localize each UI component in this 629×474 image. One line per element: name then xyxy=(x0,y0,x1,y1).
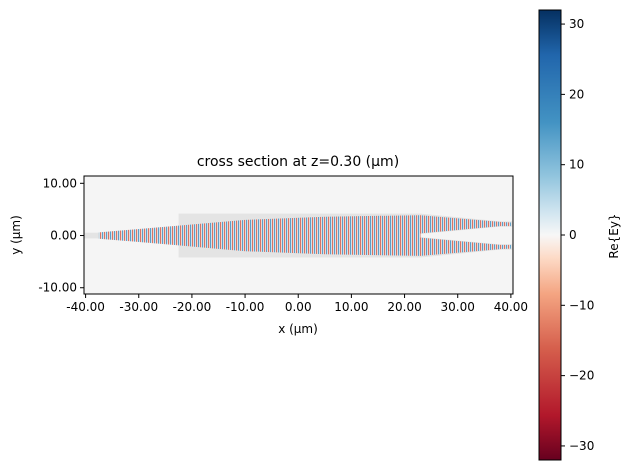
y-tick-label: 0.00 xyxy=(50,229,77,243)
y-tick-label: -10.00 xyxy=(38,281,77,295)
colorbar-tick-label: −20 xyxy=(569,369,594,383)
x-tick-label: -40.00 xyxy=(66,300,105,314)
x-axis-label: x (μm) xyxy=(278,322,318,336)
x-tick-label: 20.00 xyxy=(387,300,421,314)
x-tick-label: -10.00 xyxy=(226,300,265,314)
x-tick-label: 0.00 xyxy=(285,300,312,314)
x-tick-label: 30.00 xyxy=(441,300,475,314)
colorbar-label: Re{Ey} xyxy=(607,213,621,258)
x-tick-label: 40.00 xyxy=(494,300,528,314)
colorbar-ticks: 30 20 10 0 −10 −20 −30 xyxy=(561,17,594,453)
colorbar xyxy=(538,9,562,461)
colorbar-tick-label: 0 xyxy=(569,228,577,242)
field-stripes xyxy=(98,215,511,256)
y-axis-ticks: 10.00 0.00 -10.00 xyxy=(38,176,84,295)
plot-area xyxy=(84,176,513,294)
x-tick-label: -30.00 xyxy=(119,300,158,314)
y-axis-label: y (μm) xyxy=(9,215,23,255)
plot-title: cross section at z=0.30 (μm) xyxy=(197,154,399,170)
colorbar-tick-label: 30 xyxy=(569,17,584,31)
field-mode xyxy=(98,215,511,256)
colorbar-tick-label: 10 xyxy=(569,158,584,172)
y-tick-label: 10.00 xyxy=(43,176,77,190)
x-tick-label: -20.00 xyxy=(173,300,212,314)
x-axis-ticks: -40.00 -30.00 -20.00 -10.00 0.00 10.00 20.00 30… xyxy=(66,294,528,314)
colorbar-tick-label: −10 xyxy=(569,298,594,312)
x-tick-label: 10.00 xyxy=(334,300,368,314)
colorbar-tick-label: 20 xyxy=(569,87,584,101)
colorbar-tick-label: −30 xyxy=(569,439,594,453)
